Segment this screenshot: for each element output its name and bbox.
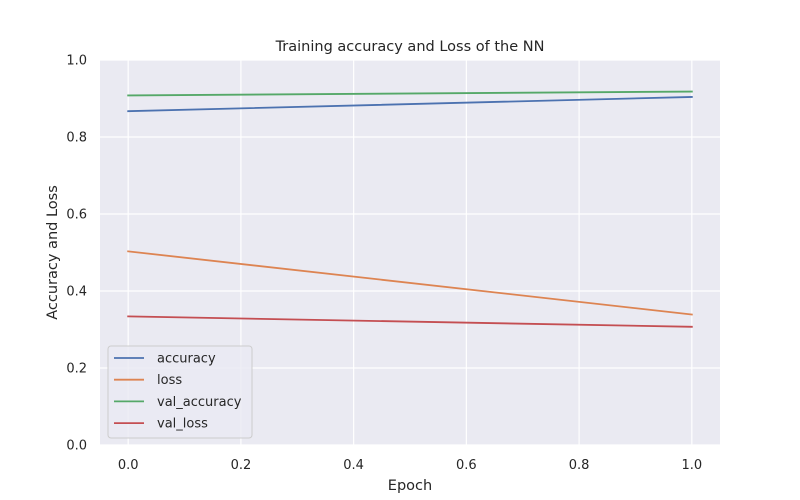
x-axis-label: Epoch: [388, 478, 432, 494]
legend-label-val-accuracy: val_accuracy: [157, 395, 242, 410]
x-tick-label: 0.2: [231, 458, 252, 473]
series-line-val-loss: [127, 315, 693, 328]
y-tick-label: 0.2: [66, 362, 87, 377]
chart-title: Training accuracy and Loss of the NN: [275, 39, 545, 55]
y-axis-label: Accuracy and Loss: [45, 185, 61, 320]
y-tick-label: 1.0: [66, 54, 87, 69]
y-tick-label: 0.0: [66, 439, 87, 454]
x-tick-label: 0.4: [343, 458, 364, 473]
x-tick-label: 0.8: [569, 458, 590, 473]
y-tick-label: 0.6: [66, 208, 87, 223]
x-tick-label: 0.0: [118, 458, 139, 473]
x-tick-labels: 0.0 0.2 0.4 0.6 0.8 1.0: [118, 458, 702, 473]
x-tick-label: 1.0: [681, 458, 702, 473]
legend-label-accuracy: accuracy: [157, 352, 216, 367]
y-tick-label: 0.8: [66, 131, 87, 146]
series-line-val-accuracy: [127, 90, 693, 97]
legend-box: [107, 345, 253, 439]
legend-label-loss: loss: [157, 373, 182, 388]
y-tick-label: 0.4: [66, 285, 87, 300]
x-tick-label: 0.6: [456, 458, 477, 473]
series-line-loss: [127, 250, 693, 316]
series-lines: [127, 90, 693, 328]
legend-label-val-loss: val_loss: [157, 417, 208, 432]
series-line-accuracy: [127, 96, 693, 113]
legend: accuracy loss val_accuracy val_loss: [107, 345, 253, 439]
y-tick-labels: 0.0 0.2 0.4 0.6 0.8 1.0: [66, 54, 87, 454]
